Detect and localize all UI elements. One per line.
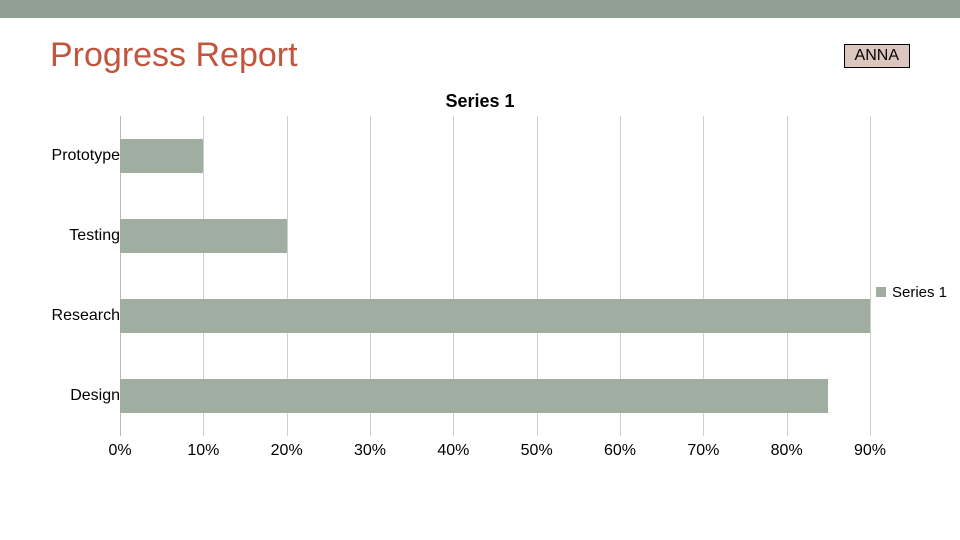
gridline bbox=[870, 116, 871, 436]
x-axis-tick: 70% bbox=[687, 442, 719, 460]
y-axis-label: Research bbox=[10, 307, 120, 325]
plot: Prototype Testing Research Design bbox=[10, 116, 870, 436]
header: Progress Report ANNA bbox=[0, 18, 960, 85]
legend-item-series1: Series 1 bbox=[876, 284, 947, 301]
x-axis-tick: 80% bbox=[771, 442, 803, 460]
bar bbox=[120, 219, 287, 253]
x-axis: 0%10%20%30%40%50%60%70%80%90% bbox=[120, 442, 870, 468]
y-axis-labels: Prototype Testing Research Design bbox=[10, 116, 120, 436]
legend: Series 1 bbox=[870, 116, 950, 468]
x-axis-tick: 20% bbox=[271, 442, 303, 460]
page-title: Progress Report bbox=[50, 36, 298, 75]
y-axis-label: Prototype bbox=[10, 147, 120, 165]
top-banner bbox=[0, 0, 960, 18]
y-axis-label: Testing bbox=[10, 227, 120, 245]
legend-label: Series 1 bbox=[892, 284, 947, 301]
x-axis-tick: 10% bbox=[187, 442, 219, 460]
x-axis-tick: 60% bbox=[604, 442, 636, 460]
legend-swatch-icon bbox=[876, 287, 886, 297]
y-axis-label: Design bbox=[10, 387, 120, 405]
chart-area: Prototype Testing Research Design 0% 10% 20% 3… bbox=[10, 116, 950, 468]
x-axis-tick: 0% bbox=[108, 442, 131, 460]
bars bbox=[120, 116, 870, 436]
x-axis-tick: 40% bbox=[437, 442, 469, 460]
x-axis-tick: 50% bbox=[521, 442, 553, 460]
chart-container: Series 1 Prototype Testing Research Design … bbox=[0, 91, 960, 468]
bar bbox=[120, 379, 828, 413]
author-name-box: ANNA bbox=[844, 44, 910, 68]
chart-title: Series 1 bbox=[10, 91, 950, 112]
x-axis-tick: 30% bbox=[354, 442, 386, 460]
bar bbox=[120, 299, 870, 333]
x-axis-tick: 90% bbox=[854, 442, 886, 460]
plot-column: Prototype Testing Research Design 0% 10% 20% 3… bbox=[10, 116, 870, 468]
bar bbox=[120, 139, 203, 173]
